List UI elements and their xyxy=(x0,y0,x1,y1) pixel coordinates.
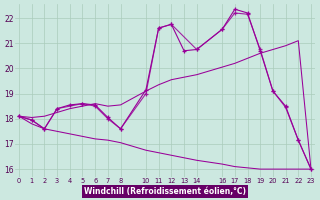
X-axis label: Windchill (Refroidissement éolien,°C): Windchill (Refroidissement éolien,°C) xyxy=(84,187,246,196)
